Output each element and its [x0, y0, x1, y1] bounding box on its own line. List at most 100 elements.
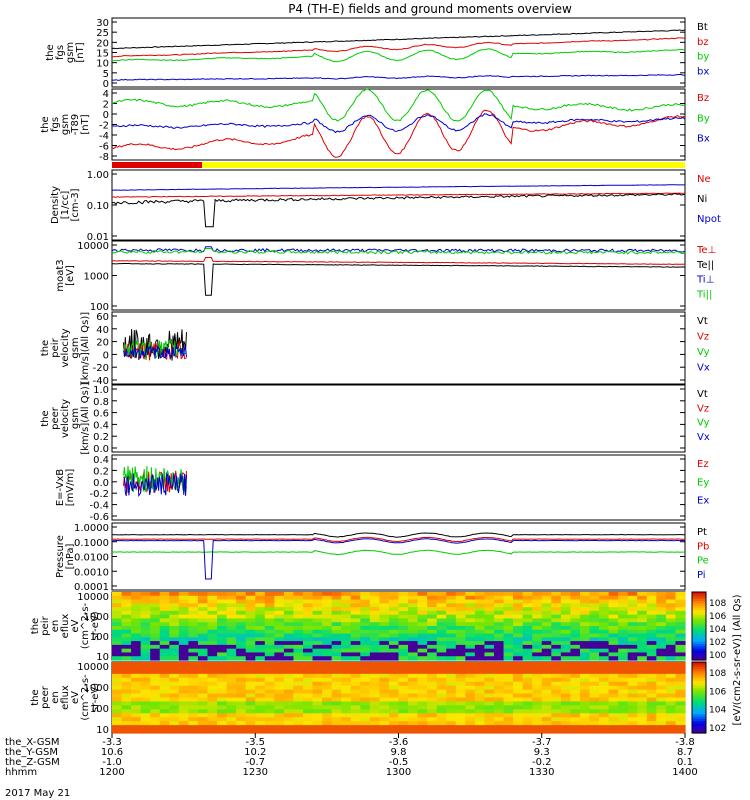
- heatmap-cell: [369, 705, 380, 710]
- heatmap-cell: [675, 644, 686, 650]
- heatmap-cell: [646, 721, 657, 726]
- heatmap-cell: [236, 592, 247, 597]
- heatmap-cell: [656, 614, 667, 620]
- heatmap-cell: [159, 662, 170, 667]
- x-tick-label: -0.5: [389, 757, 409, 768]
- heatmap-cell: [398, 656, 409, 661]
- heatmap-cell: [551, 729, 562, 734]
- heatmap-cell: [637, 595, 648, 601]
- heatmap-cell: [293, 693, 304, 699]
- legend-Ne: Ne: [697, 174, 711, 185]
- heatmap-cell: [188, 652, 199, 657]
- heatmap-cell: [455, 595, 466, 601]
- legend-Ti⊥: Ti⊥: [696, 275, 714, 286]
- colorbar-step: [692, 621, 706, 625]
- heatmap-cell: [341, 693, 352, 699]
- heatmap-cell: [169, 721, 180, 726]
- heatmap-cell: [112, 599, 123, 604]
- heatmap-cell: [455, 673, 466, 679]
- heatmap-cell: [608, 721, 619, 726]
- heatmap-cell: [264, 717, 275, 722]
- heatmap-cell: [446, 662, 457, 667]
- y-tick-label: -2: [99, 121, 109, 132]
- y-tick-label: -6: [99, 142, 109, 153]
- heatmap-cell: [140, 626, 151, 631]
- heatmap-cell: [197, 644, 209, 650]
- heatmap-cell: [150, 697, 161, 703]
- heatmap-cell: [350, 629, 361, 635]
- heatmap-cell: [169, 599, 180, 604]
- heatmap-cell: [513, 673, 524, 679]
- heatmap-cell: [627, 677, 638, 683]
- heatmap-cell: [322, 618, 333, 623]
- heatmap-cell: [570, 662, 581, 667]
- heatmap-cell: [532, 689, 543, 695]
- heatmap-cell: [427, 673, 438, 679]
- heatmap-cell: [207, 697, 218, 703]
- heatmap-cell: [131, 729, 142, 734]
- heatmap-cell: [369, 656, 380, 661]
- heatmap-cell: [551, 721, 562, 726]
- heatmap-cell: [159, 705, 170, 710]
- heatmap-cell: [169, 669, 180, 675]
- heatmap-cell: [551, 595, 562, 601]
- colorbar-step: [692, 697, 706, 701]
- heatmap-cell: [560, 665, 571, 671]
- heatmap-cell: [322, 681, 333, 687]
- heatmap-cell: [388, 633, 400, 638]
- heatmap-cell: [646, 673, 657, 679]
- heatmap-cell: [293, 607, 304, 612]
- heatmap-cell: [589, 592, 600, 597]
- heatmap-cell: [398, 637, 409, 642]
- heatmap-cell: [341, 673, 352, 679]
- heatmap-cell: [408, 701, 419, 706]
- heatmap-cell: [331, 705, 342, 710]
- heatmap-cell: [608, 689, 619, 695]
- y-tick-label: 2: [103, 100, 109, 111]
- heatmap-cell: [312, 622, 323, 627]
- heatmap-cell: [522, 721, 533, 726]
- heatmap-cell: [360, 725, 371, 730]
- heatmap-cell: [637, 626, 648, 631]
- heatmap-cell: [579, 713, 591, 718]
- colorbar-step: [692, 680, 706, 684]
- heatmap-cell: [675, 652, 686, 657]
- heatmap-cell: [618, 725, 629, 730]
- heatmap-cell: [675, 656, 686, 661]
- heatmap-cell: [427, 599, 438, 604]
- colorbar-label: [eV/(cm2-s-sr-eV)] (All Qs): [732, 594, 743, 725]
- heatmap-cell: [417, 648, 428, 654]
- heatmap-cell: [217, 725, 228, 730]
- colorbar-step: [692, 730, 706, 734]
- heatmap-cell: [303, 607, 314, 612]
- heatmap-cell: [608, 662, 619, 667]
- heatmap-cell: [236, 665, 247, 671]
- heatmap-cell: [541, 721, 552, 726]
- heatmap-cell: [494, 599, 505, 604]
- heatmap-cell: [236, 607, 247, 612]
- heatmap-cell: [608, 618, 619, 623]
- y-axis-label: eflux: [60, 685, 71, 710]
- y-tick-label: 1000: [84, 612, 109, 623]
- heatmap-cell: [274, 693, 285, 699]
- heatmap-cell: [579, 701, 591, 706]
- y-tick-label: -40: [93, 376, 109, 387]
- heatmap-cell: [140, 637, 151, 642]
- heatmap-cell: [560, 626, 571, 631]
- heatmap-cell: [312, 644, 323, 650]
- heatmap-cell: [599, 648, 610, 654]
- heatmap-cell: [579, 644, 591, 650]
- heatmap-cell: [579, 729, 591, 734]
- heatmap-cell: [599, 603, 610, 608]
- heatmap-cell: [388, 622, 400, 627]
- heatmap-cell: [197, 665, 209, 671]
- heatmap-cell: [532, 701, 543, 706]
- heatmap-cell: [207, 592, 218, 597]
- heatmap-cell: [188, 603, 199, 608]
- heatmap-cell: [245, 641, 256, 646]
- heatmap-cell: [178, 693, 189, 699]
- heatmap-cell: [656, 637, 667, 642]
- heatmap-cell: [665, 677, 677, 683]
- panel-frame: [111, 384, 686, 453]
